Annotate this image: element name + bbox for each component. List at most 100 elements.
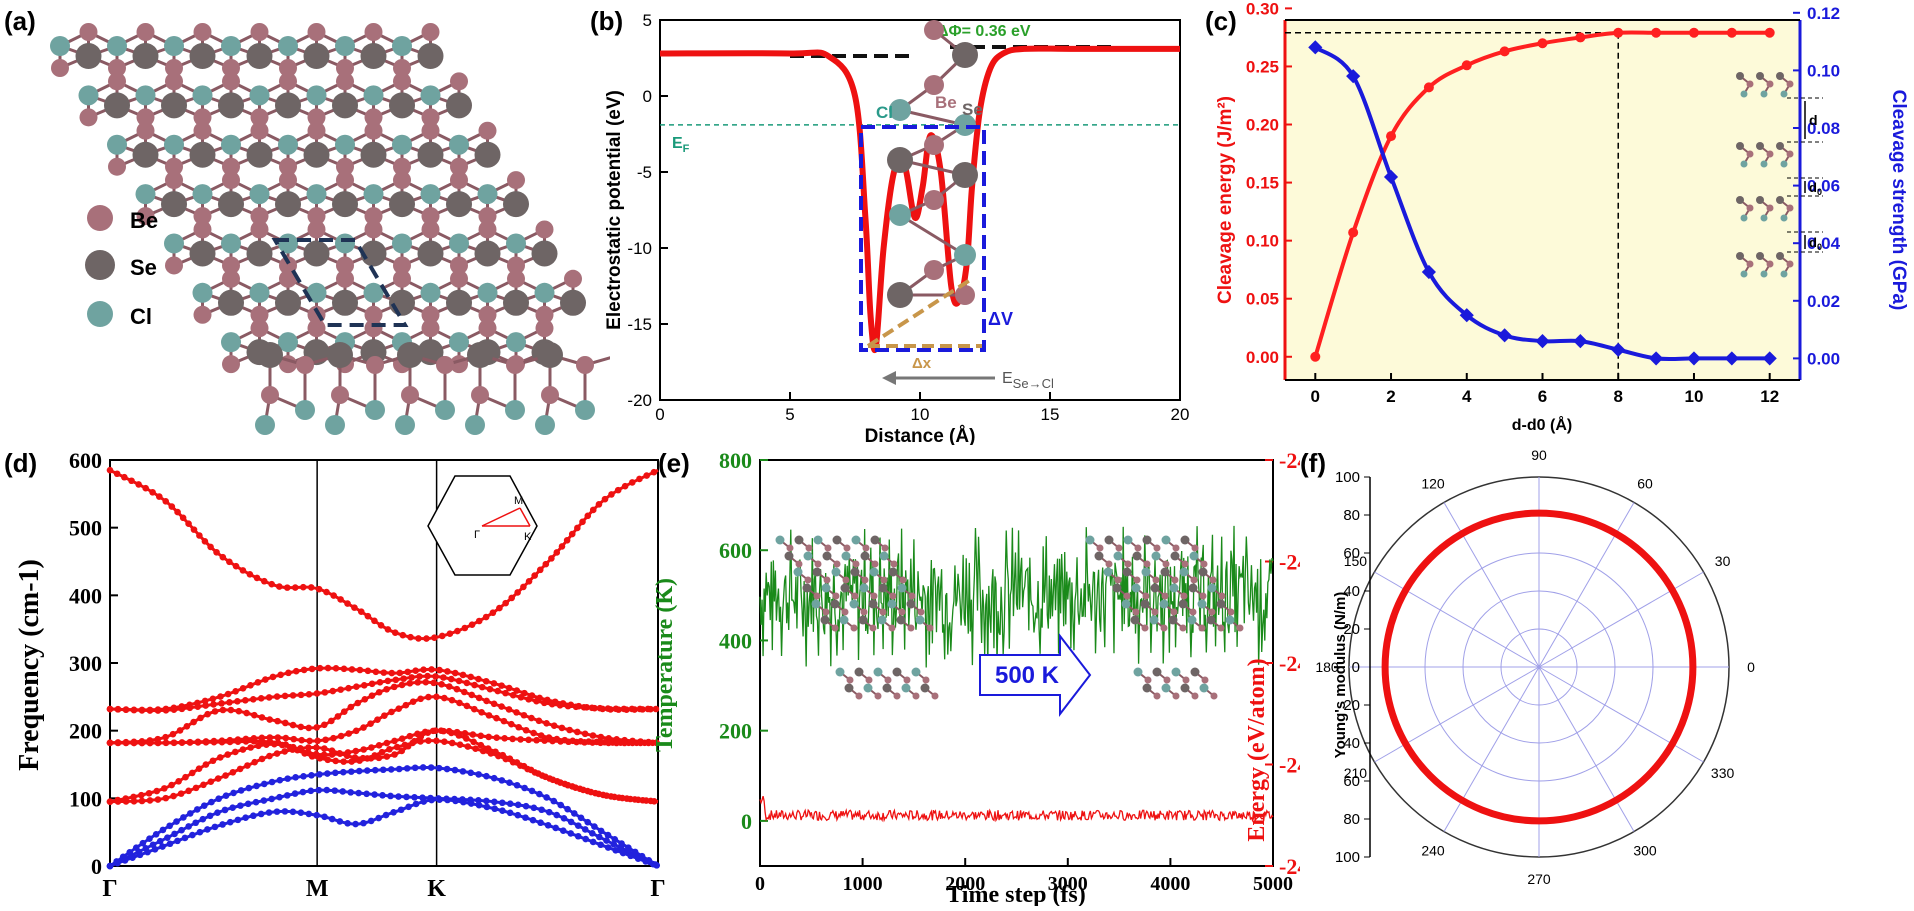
cleavage-strength-point bbox=[1724, 351, 1739, 366]
phonon-point bbox=[464, 743, 472, 750]
phonon-point bbox=[441, 694, 448, 702]
be-atom bbox=[535, 319, 554, 338]
phonon-point bbox=[219, 553, 227, 561]
phonon-point bbox=[603, 837, 610, 844]
phonon-point bbox=[486, 685, 494, 693]
phonon-point bbox=[419, 764, 427, 771]
y-tick-label-c: 0.15 bbox=[1246, 174, 1279, 193]
se-atom bbox=[1756, 72, 1764, 80]
potential-drop-box bbox=[859, 125, 986, 352]
se-atom bbox=[275, 289, 301, 316]
be-atom bbox=[862, 544, 870, 552]
atom bbox=[1150, 583, 1160, 593]
se-atom bbox=[952, 42, 978, 68]
be-atom bbox=[1115, 544, 1123, 552]
atom bbox=[1197, 599, 1207, 609]
phonon-point bbox=[229, 768, 237, 776]
phonon-point bbox=[355, 789, 362, 797]
phonon-point bbox=[596, 833, 603, 841]
phonon-point bbox=[548, 700, 556, 708]
be-atom bbox=[874, 692, 882, 700]
phonon-point bbox=[589, 838, 597, 846]
phonon-point bbox=[445, 683, 453, 690]
plot-background-c bbox=[1285, 20, 1800, 380]
phonon-point bbox=[284, 775, 291, 782]
phonon-branch bbox=[109, 468, 659, 641]
phonon-point bbox=[291, 790, 299, 797]
y2-tick-label-c: 0.00 bbox=[1807, 349, 1840, 368]
phonon-point bbox=[268, 580, 276, 588]
phonon-point bbox=[297, 691, 305, 699]
be-atom bbox=[478, 319, 497, 338]
be-atom bbox=[108, 157, 126, 176]
atom bbox=[1206, 615, 1216, 625]
radial-tick-label: 100 bbox=[1335, 849, 1360, 866]
atom bbox=[1133, 667, 1143, 677]
phonon-point bbox=[508, 594, 516, 602]
phonon-point bbox=[533, 736, 540, 744]
y-tick-label-b: -5 bbox=[637, 163, 652, 182]
phonon-point bbox=[375, 741, 383, 749]
phonon-point bbox=[276, 776, 284, 784]
be-atom bbox=[890, 560, 898, 568]
be-atom bbox=[250, 305, 269, 324]
atom bbox=[1180, 535, 1190, 545]
phonon-point bbox=[438, 681, 445, 688]
phonon-point bbox=[321, 745, 328, 752]
se-atom bbox=[275, 191, 301, 218]
phonon-point bbox=[527, 766, 535, 774]
phonon-point bbox=[601, 495, 609, 503]
atom bbox=[1187, 615, 1197, 625]
phonon-point bbox=[409, 698, 417, 705]
cl-atom bbox=[534, 282, 555, 303]
phonon-point bbox=[454, 627, 461, 635]
phonon-point bbox=[339, 788, 347, 795]
phonon-point bbox=[218, 738, 226, 746]
phonon-point bbox=[282, 719, 289, 727]
phonon-point bbox=[334, 713, 342, 720]
phonon-point bbox=[210, 701, 217, 708]
phonon-point bbox=[282, 734, 290, 742]
phonon-point bbox=[398, 747, 405, 755]
phonon-point bbox=[146, 835, 153, 843]
se-atom bbox=[161, 191, 187, 218]
be-atom bbox=[814, 560, 822, 568]
phonon-point bbox=[468, 691, 476, 699]
atom bbox=[1103, 567, 1113, 577]
phonon-point bbox=[644, 705, 652, 713]
phonon-point bbox=[581, 730, 589, 738]
phonon-point bbox=[397, 806, 405, 814]
phonon-point bbox=[214, 809, 221, 816]
phonon-point bbox=[169, 730, 177, 738]
phonon-point bbox=[605, 739, 612, 747]
atom bbox=[831, 567, 841, 577]
be-atom bbox=[1217, 624, 1225, 632]
chart-b: (b) 0 5 10 15 20 5 0 -5 -10 -15 -20 Electrostatic … bbox=[590, 6, 1189, 447]
panel-e: (e) 0 1000 2000 3000 4000 5000 0 200 400 600 800 -2… bbox=[650, 440, 1336, 908]
phonon-point bbox=[443, 765, 451, 773]
phonon-point bbox=[412, 800, 420, 808]
be-atom bbox=[898, 608, 906, 616]
atom bbox=[1198, 567, 1208, 577]
phonon-point bbox=[308, 665, 316, 673]
atom bbox=[1113, 551, 1123, 561]
se-atom bbox=[189, 240, 216, 267]
cl-atom bbox=[392, 233, 412, 254]
phonon-point bbox=[283, 584, 291, 591]
se-atom bbox=[189, 43, 216, 69]
phonon-point bbox=[423, 635, 430, 642]
atom bbox=[897, 583, 907, 593]
be-atom bbox=[307, 23, 326, 41]
cl-atom bbox=[78, 85, 99, 106]
phonon-point bbox=[500, 717, 508, 725]
be-atom bbox=[250, 207, 269, 226]
se-atom bbox=[303, 240, 330, 267]
phonon-point bbox=[162, 739, 170, 747]
cleavage-strength-point bbox=[1497, 328, 1512, 343]
phonon-point bbox=[564, 781, 572, 789]
cl-atom bbox=[221, 332, 241, 353]
phonon-point bbox=[316, 664, 324, 672]
phonon-point bbox=[192, 784, 200, 792]
cl-atom bbox=[164, 233, 184, 254]
y-tick-label-c: 0.00 bbox=[1246, 348, 1279, 367]
